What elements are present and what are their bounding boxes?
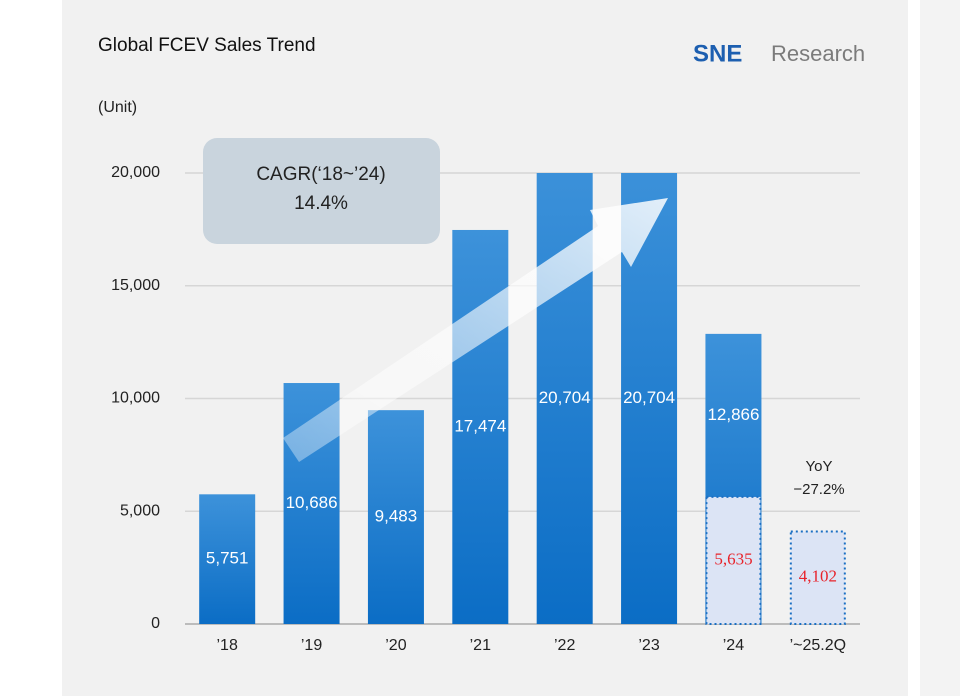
- bar-value-label: 5,751: [206, 549, 249, 568]
- y-tick-label: 20,000: [111, 164, 160, 181]
- brand-name: Research: [771, 41, 865, 66]
- bar-value-label: 12,866: [707, 405, 759, 424]
- x-tick-label: ’~25.2Q: [790, 637, 846, 654]
- yoy-label: YoY: [806, 458, 833, 475]
- y-tick-label: 15,000: [111, 277, 160, 294]
- y-tick-label: 0: [151, 615, 160, 632]
- unit-label: (Unit): [98, 99, 137, 116]
- brand-mark: SNE: [693, 40, 742, 67]
- trend-arrow: [283, 198, 668, 462]
- partial-bar: [789, 530, 846, 625]
- partial-bar: [705, 495, 762, 625]
- x-tick-label: ’21: [470, 637, 491, 654]
- cagr-value: 14.4%: [294, 193, 348, 214]
- partial-value-label: 5,635: [714, 549, 752, 568]
- chart-title: Global FCEV Sales Trend: [98, 35, 316, 56]
- bar-value-label: 10,686: [286, 493, 338, 512]
- grid: 0 5,000 10,000 15,000 20,000: [111, 164, 860, 632]
- bar-value-label: 20,704: [539, 388, 591, 407]
- y-tick-label: 10,000: [111, 390, 160, 407]
- bar-value-label: 17,474: [454, 416, 506, 435]
- cagr-box: [203, 138, 440, 244]
- x-tick-label: ’19: [301, 637, 322, 654]
- bar-value-label: 20,704: [623, 388, 675, 407]
- x-tick-label: ’22: [554, 637, 575, 654]
- bar: [199, 494, 256, 624]
- x-tick-label: ’20: [385, 637, 406, 654]
- side-strip: [920, 0, 960, 696]
- y-tick-label: 5,000: [120, 502, 160, 519]
- labels: ’18 5,751 ’19 10,686 ’20 9,483 ’21 17,474 ’22 20,…: [206, 388, 846, 654]
- x-tick-label: ’23: [638, 637, 659, 654]
- x-tick-label: ’24: [723, 637, 744, 654]
- cagr-label: CAGR(‘18~’24): [256, 164, 385, 185]
- partial-value-label: 4,102: [799, 567, 837, 586]
- yoy-value: −27.2%: [793, 481, 844, 498]
- bar: [367, 410, 424, 624]
- x-tick-label: ’18: [217, 637, 238, 654]
- bar-value-label: 9,483: [375, 507, 418, 526]
